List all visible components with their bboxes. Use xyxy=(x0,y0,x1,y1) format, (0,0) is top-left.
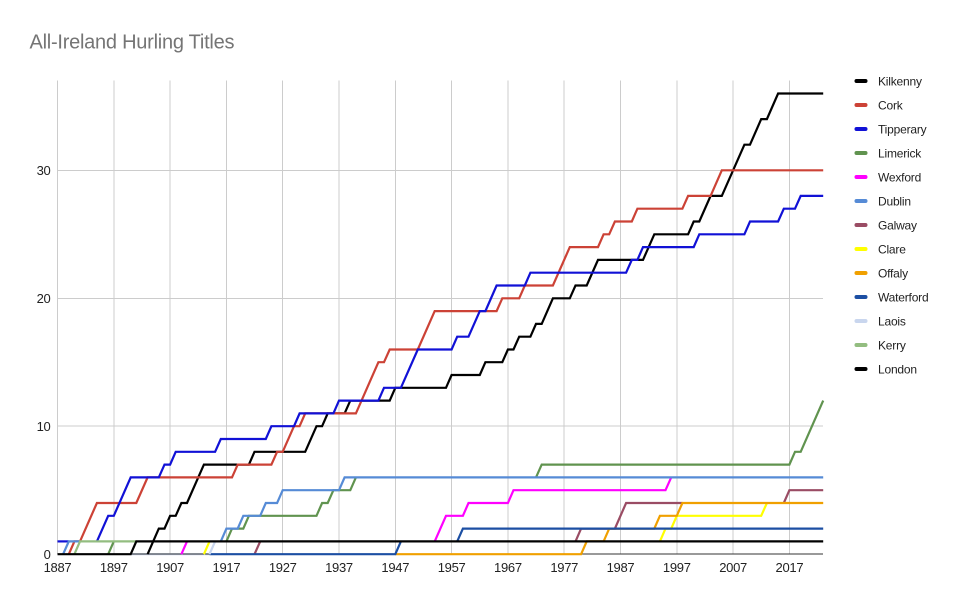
svg-text:1897: 1897 xyxy=(100,560,128,575)
svg-text:Dublin: Dublin xyxy=(878,195,911,209)
svg-text:London: London xyxy=(878,363,917,377)
svg-text:All-Ireland Hurling Titles: All-Ireland Hurling Titles xyxy=(30,32,235,54)
svg-text:Offaly: Offaly xyxy=(878,267,908,281)
svg-text:30: 30 xyxy=(37,163,51,178)
svg-text:1957: 1957 xyxy=(438,560,466,575)
svg-text:Laois: Laois xyxy=(878,315,906,329)
svg-text:Waterford: Waterford xyxy=(878,291,928,305)
svg-text:1927: 1927 xyxy=(269,560,297,575)
svg-text:Kilkenny: Kilkenny xyxy=(878,75,922,89)
svg-text:1987: 1987 xyxy=(607,560,635,575)
svg-text:2017: 2017 xyxy=(776,560,804,575)
svg-text:1997: 1997 xyxy=(663,560,691,575)
svg-text:Cork: Cork xyxy=(878,99,904,113)
svg-text:1907: 1907 xyxy=(156,560,184,575)
svg-text:Clare: Clare xyxy=(878,243,906,257)
svg-text:1887: 1887 xyxy=(44,560,72,575)
svg-text:0: 0 xyxy=(44,547,51,562)
svg-text:Wexford: Wexford xyxy=(878,171,921,185)
svg-text:Limerick: Limerick xyxy=(878,147,922,161)
svg-text:Galway: Galway xyxy=(878,219,917,233)
svg-text:Tipperary: Tipperary xyxy=(878,123,927,137)
svg-text:1977: 1977 xyxy=(550,560,578,575)
svg-text:2007: 2007 xyxy=(719,560,747,575)
svg-text:10: 10 xyxy=(37,419,51,434)
svg-text:20: 20 xyxy=(37,291,51,306)
svg-text:1967: 1967 xyxy=(494,560,522,575)
svg-text:Kerry: Kerry xyxy=(878,339,906,353)
svg-text:1937: 1937 xyxy=(325,560,353,575)
svg-text:1947: 1947 xyxy=(381,560,409,575)
svg-text:1917: 1917 xyxy=(213,560,241,575)
